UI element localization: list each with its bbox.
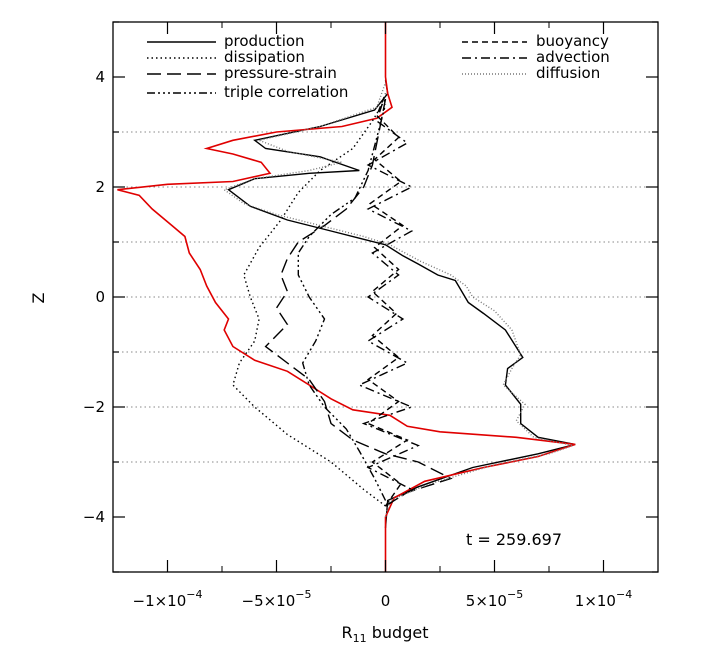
y-axis-title: Z xyxy=(29,292,48,303)
legend-label-advection: advection xyxy=(536,48,610,66)
x-tick-label: 1×10−4 xyxy=(575,588,632,610)
axis-ticks xyxy=(112,21,659,573)
y-tick-label: 0 xyxy=(95,288,105,306)
series-line-pressure-strain xyxy=(264,98,453,507)
y-tick-labels: −4 −2 0 2 4 xyxy=(83,68,105,526)
series-line-diffusion-reference xyxy=(117,22,576,572)
series-line-buoyancy xyxy=(366,93,409,507)
y-tick-label: 2 xyxy=(95,178,105,196)
x-axis-title-subscript: 11 xyxy=(353,632,367,645)
legend-label-diffusion: diffusion xyxy=(536,64,600,82)
y-tick-label: −2 xyxy=(83,398,105,416)
x-tick-label: −1×10−4 xyxy=(133,588,203,610)
x-tick-label: −5×10−5 xyxy=(242,588,312,610)
legend-label-buoyancy: buoyancy xyxy=(536,32,609,50)
x-axis-title-budget: budget xyxy=(372,623,429,642)
legend: productiondissipationpressure-straintrip… xyxy=(147,32,610,101)
legend-label-dissipation: dissipation xyxy=(224,48,305,66)
x-tick-label: 0 xyxy=(381,592,391,610)
series-line-advection xyxy=(357,93,421,507)
y-tick-label: −4 xyxy=(83,508,105,526)
y-tick-label: 4 xyxy=(95,68,105,86)
legend-label-pressure-strain: pressure-strain xyxy=(224,64,337,82)
series-line-triple-correlation xyxy=(297,104,387,501)
time-annotation: t = 259.697 xyxy=(466,530,562,549)
legend-label-triple-correlation: triple correlation xyxy=(224,83,348,101)
x-tick-labels: −1×10−4 −5×10−5 0 5×10−5 1×10−4 xyxy=(133,588,633,610)
legend-label-production: production xyxy=(224,32,305,50)
x-tick-label: 5×10−5 xyxy=(466,588,523,610)
x-axis-title: R11 budget xyxy=(342,623,429,645)
grid-lines xyxy=(113,131,658,463)
series-line-production xyxy=(227,79,576,529)
series-group xyxy=(117,22,576,572)
